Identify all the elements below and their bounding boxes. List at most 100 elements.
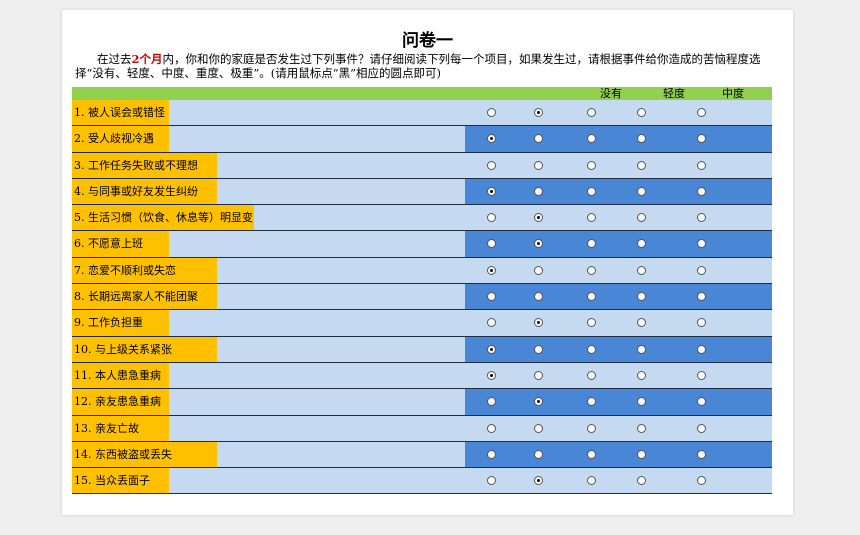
radio-button[interactable] [534, 423, 543, 433]
radio-button[interactable] [697, 423, 706, 433]
radio-button[interactable] [697, 108, 706, 117]
title: 问卷一 [402, 31, 453, 51]
radio-button[interactable] [487, 213, 496, 223]
radio-button[interactable] [637, 160, 646, 170]
question-row: 4. 与同事或好友发生纠纷 [72, 178, 772, 206]
radio-button[interactable] [487, 292, 496, 302]
radio-button[interactable] [487, 318, 496, 328]
radio-button[interactable] [637, 186, 646, 196]
question-label: 8. 长期远离家人不能团聚 [72, 284, 217, 310]
radio-button[interactable] [587, 134, 596, 144]
radio-button[interactable] [587, 423, 596, 433]
radio-button[interactable] [587, 160, 596, 170]
question-row: 14. 东西被盗或丢失 [72, 441, 772, 469]
question-label: 1. 被人误会或错怪 [72, 100, 169, 126]
radio-button[interactable] [697, 292, 706, 302]
row-band [465, 126, 772, 152]
row-band [465, 336, 772, 362]
radio-button[interactable] [637, 397, 646, 407]
radio-button[interactable] [697, 265, 706, 275]
radio-button[interactable] [637, 423, 646, 433]
radio-button[interactable] [697, 186, 706, 196]
radio-button[interactable] [697, 160, 706, 170]
radio-button[interactable] [534, 449, 543, 459]
radio-button[interactable] [637, 370, 646, 380]
radio-button[interactable] [637, 213, 646, 223]
radio-button[interactable] [534, 397, 543, 407]
intro-text: 内，你和你的家庭是否发生过下列事件？请仔细阅读下列每一个项目，如果发生过，请根据… [75, 52, 761, 80]
radio-button[interactable] [534, 318, 543, 328]
radio-button[interactable] [697, 397, 706, 407]
radio-button[interactable] [587, 108, 596, 117]
radio-button[interactable] [487, 344, 496, 354]
radio-button[interactable] [487, 186, 496, 196]
column-header: 没有 [600, 87, 622, 100]
radio-button[interactable] [587, 239, 596, 249]
radio-button[interactable] [637, 476, 646, 486]
radio-button[interactable] [587, 186, 596, 196]
radio-button[interactable] [587, 318, 596, 328]
question-row: 3. 工作任务失败或不理想 [72, 152, 772, 179]
radio-button[interactable] [587, 344, 596, 354]
radio-button[interactable] [534, 108, 543, 117]
instructions: 在过去2个月内，你和你的家庭是否发生过下列事件？请仔细阅读下列每一个项目，如果发… [75, 52, 780, 80]
question-label: 2. 受人歧视冷遇 [72, 126, 169, 152]
radio-button[interactable] [587, 292, 596, 302]
radio-button[interactable] [534, 160, 543, 170]
question-label: 12. 亲友患急重病 [72, 389, 169, 415]
radio-button[interactable] [534, 265, 543, 275]
radio-button[interactable] [487, 370, 496, 380]
radio-button[interactable] [637, 318, 646, 328]
radio-button[interactable] [487, 160, 496, 170]
radio-button[interactable] [587, 370, 596, 380]
questionnaire-card: 问卷一 在过去2个月内，你和你的家庭是否发生过下列事件？请仔细阅读下列每一个项目… [62, 10, 793, 515]
radio-button[interactable] [487, 449, 496, 459]
radio-button[interactable] [637, 108, 646, 117]
radio-button[interactable] [487, 239, 496, 249]
header-row: 没有 轻度 中度 [72, 87, 772, 100]
radio-button[interactable] [587, 397, 596, 407]
radio-button[interactable] [534, 134, 543, 144]
radio-button[interactable] [487, 476, 496, 486]
radio-button[interactable] [697, 213, 706, 223]
radio-button[interactable] [637, 292, 646, 302]
radio-button[interactable] [587, 265, 596, 275]
radio-button[interactable] [534, 213, 543, 223]
radio-button[interactable] [697, 134, 706, 144]
question-row: 9. 工作负担重 [72, 310, 772, 337]
question-row: 10. 与上级关系紧张 [72, 336, 772, 363]
radio-button[interactable] [697, 318, 706, 328]
radio-button[interactable] [587, 213, 596, 223]
radio-button[interactable] [534, 292, 543, 302]
radio-button[interactable] [697, 449, 706, 459]
row-band [465, 178, 772, 205]
radio-button[interactable] [697, 370, 706, 380]
radio-button[interactable] [534, 476, 543, 486]
radio-button[interactable] [587, 449, 596, 459]
question-row: 12. 亲友患急重病 [72, 389, 772, 416]
radio-button[interactable] [487, 397, 496, 407]
radio-button[interactable] [637, 344, 646, 354]
radio-button[interactable] [697, 239, 706, 249]
radio-button[interactable] [587, 476, 596, 486]
row-band [465, 231, 772, 257]
radio-button[interactable] [637, 265, 646, 275]
radio-button[interactable] [534, 186, 543, 196]
question-label: 11. 本人患急重病 [72, 362, 169, 389]
radio-button[interactable] [534, 344, 543, 354]
radio-button[interactable] [697, 476, 706, 486]
radio-button[interactable] [534, 370, 543, 380]
question-row: 7. 恋爱不顺利或失恋 [72, 257, 772, 285]
radio-button[interactable] [637, 239, 646, 249]
radio-button[interactable] [534, 239, 543, 249]
radio-button[interactable] [487, 108, 496, 117]
question-row: 1. 被人误会或错怪 [72, 100, 772, 127]
radio-button[interactable] [487, 265, 496, 275]
radio-button[interactable] [487, 134, 496, 144]
radio-button[interactable] [487, 423, 496, 433]
radio-button[interactable] [697, 344, 706, 354]
question-label: 14. 东西被盗或丢失 [72, 441, 217, 468]
radio-button[interactable] [637, 449, 646, 459]
radio-button[interactable] [637, 134, 646, 144]
